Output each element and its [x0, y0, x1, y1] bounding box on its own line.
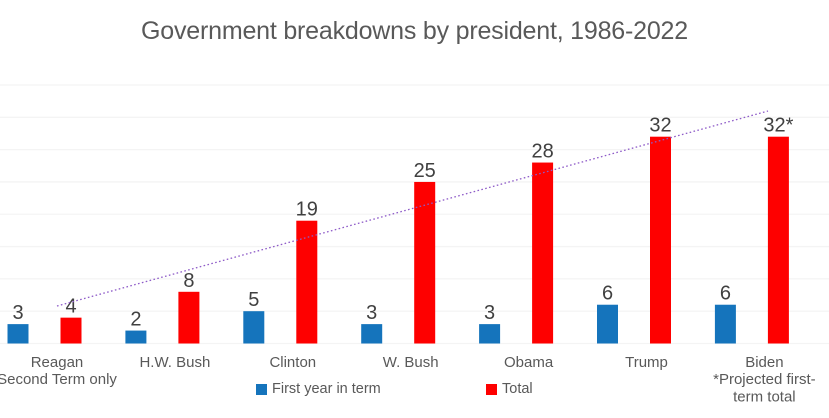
value-label: 2 — [130, 309, 141, 331]
bar-total — [178, 291, 200, 344]
bar-total — [767, 136, 789, 344]
bar-first-year-in-term — [243, 311, 265, 344]
legend-item-total: Total — [486, 381, 533, 397]
legend-swatch-red — [486, 383, 497, 395]
value-label: 25 — [414, 160, 436, 182]
value-label: 3 — [12, 302, 23, 324]
legend-item-first-year: First year in term — [256, 381, 381, 397]
legend-label: Total — [502, 381, 533, 397]
bar-total — [60, 317, 82, 344]
trendline — [56, 110, 769, 307]
value-label: 32* — [763, 115, 793, 137]
value-label: 3 — [484, 302, 495, 324]
value-label: 6 — [720, 283, 731, 305]
value-label: 28 — [531, 141, 553, 163]
bar-first-year-in-term — [125, 330, 147, 344]
x-axis-label: Clinton — [269, 354, 316, 371]
legend-label: First year in term — [272, 381, 381, 397]
x-axis-sublabel: Second Term only — [0, 371, 117, 388]
x-axis-label: H.W. Bush — [139, 354, 210, 371]
bar-total — [650, 136, 671, 344]
value-label: 8 — [183, 270, 194, 292]
x-axis-label: W. Bush — [383, 354, 439, 371]
bar-total — [532, 162, 554, 344]
value-label: 32 — [649, 115, 671, 137]
bar-first-year-in-term — [7, 324, 29, 344]
x-axis-sublabel: *Projected first- — [713, 371, 816, 388]
value-label: 4 — [65, 296, 76, 318]
bar-first-year-in-term — [361, 324, 383, 344]
value-label: 3 — [366, 302, 377, 324]
x-axis-label: Biden — [745, 354, 783, 371]
bar-first-year-in-term — [597, 304, 618, 344]
x-axis-label: Obama — [504, 354, 554, 371]
value-label: 19 — [296, 199, 318, 221]
x-axis-sublabel: term total — [733, 389, 796, 406]
legend-swatch-blue — [256, 383, 267, 395]
x-axis-label: Trump — [625, 354, 668, 371]
bar-total — [296, 220, 318, 344]
chart-title: Government breakdowns by president, 1986… — [141, 17, 688, 45]
bar-first-year-in-term — [714, 304, 736, 344]
bar-total — [414, 181, 436, 344]
x-axis-label: Reagan — [31, 354, 84, 371]
value-label: 5 — [248, 289, 259, 311]
bar-first-year-in-term — [479, 324, 501, 344]
value-label: 6 — [602, 283, 613, 305]
